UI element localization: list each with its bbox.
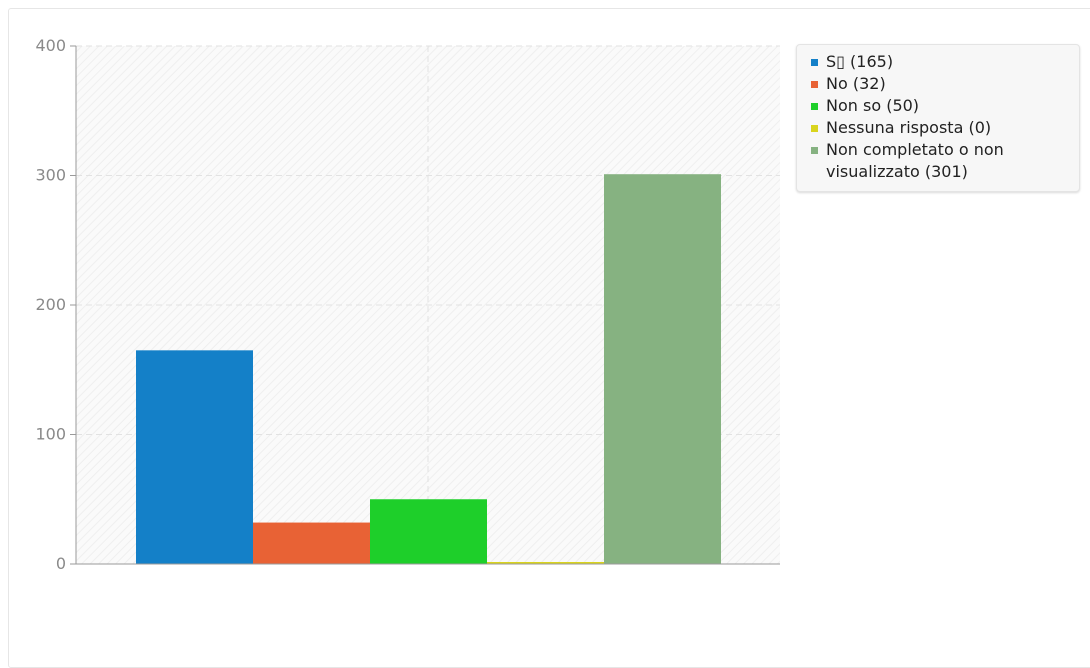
legend-label: S▯ (165) — [826, 52, 894, 71]
legend-label: Nessuna risposta (0) — [826, 118, 992, 137]
legend-item[interactable]: S▯ (165) — [809, 51, 1069, 73]
bar — [370, 499, 487, 564]
legend-swatch — [811, 103, 818, 110]
bar — [253, 522, 370, 564]
y-tick-labels: 0 100 200 300 400 — [35, 36, 66, 573]
legend-label: No (32) — [826, 74, 886, 93]
grid-lines — [76, 45, 780, 564]
y-tick-label: 200 — [35, 295, 66, 314]
legend-label: Non so (50) — [826, 96, 920, 115]
legend-swatch — [811, 147, 818, 154]
y-tick-label: 300 — [35, 166, 66, 185]
bar-chart: 0 100 200 300 400 — [35, 36, 780, 573]
legend-swatch — [811, 81, 818, 88]
bar — [136, 350, 253, 564]
y-tick-label: 400 — [35, 36, 66, 55]
bars — [136, 174, 721, 564]
axes — [70, 45, 780, 565]
legend-label: Non completato o non visualizzato (301) — [826, 140, 1004, 181]
bar — [487, 562, 604, 564]
legend-item[interactable]: No (32) — [809, 73, 1069, 95]
legend-swatch — [811, 59, 818, 66]
y-tick-label: 100 — [35, 425, 66, 444]
legend-item[interactable]: Non so (50) — [809, 95, 1069, 117]
legend-item[interactable]: Nessuna risposta (0) — [809, 117, 1069, 139]
legend-item[interactable]: Non completato o non visualizzato (301) — [809, 139, 1069, 183]
y-tick-label: 0 — [56, 554, 66, 573]
legend-swatch — [811, 125, 818, 132]
legend: S▯ (165) No (32) Non so (50) Nessuna ris… — [796, 44, 1080, 192]
bar — [604, 174, 721, 564]
